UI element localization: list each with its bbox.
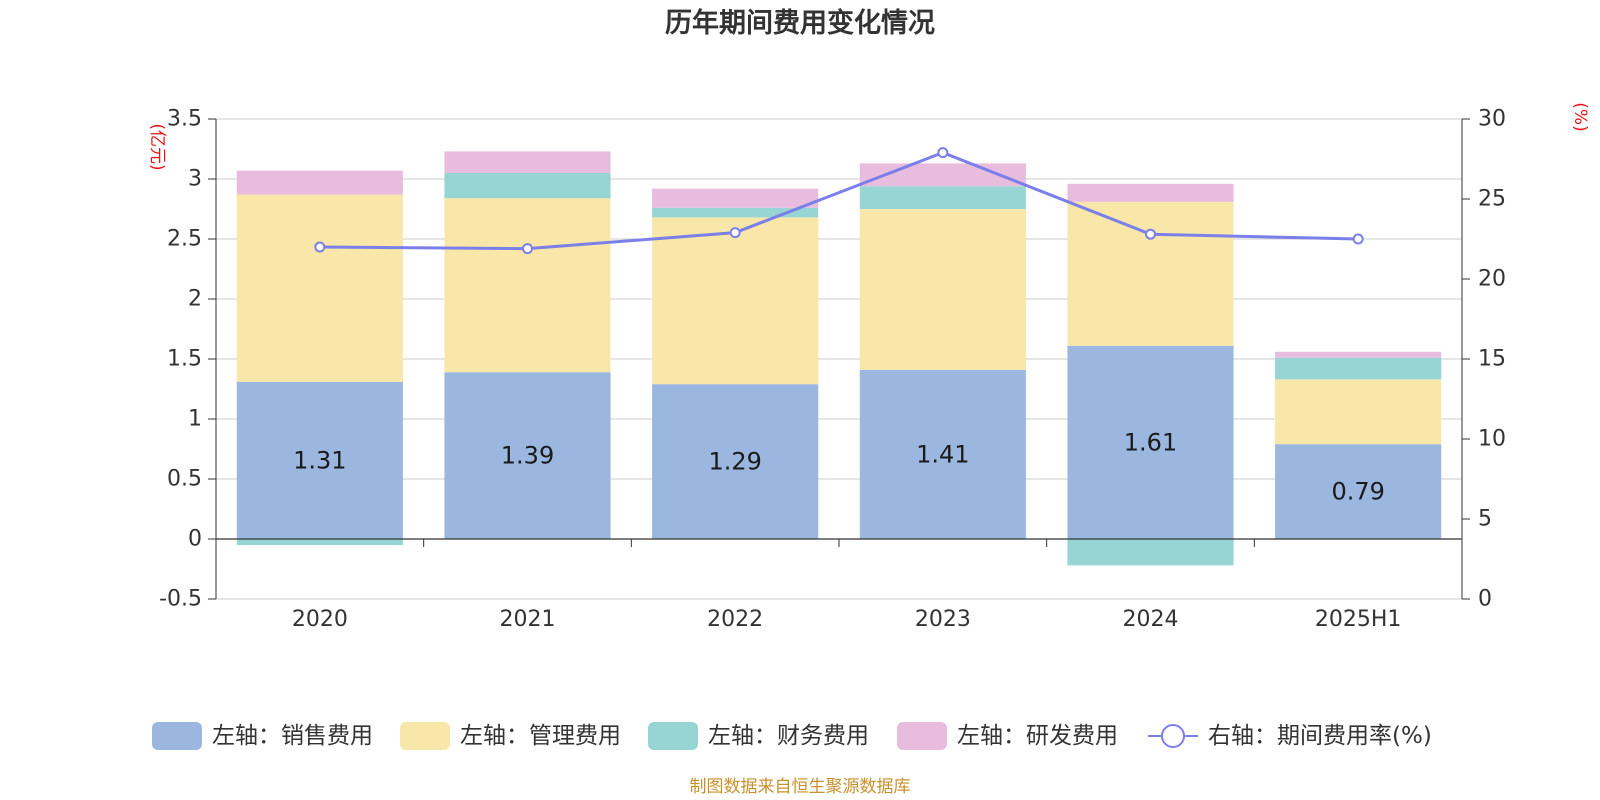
left-tick-label: 2.5 (167, 227, 202, 252)
category-label: 2025H1 (1315, 607, 1402, 632)
rate-line (319, 150, 1359, 251)
legend-label: 左轴：研发费用 (957, 723, 1118, 749)
legend-label: 左轴：销售费用 (212, 723, 373, 749)
rate-line-series (314, 147, 1364, 255)
axes: 3.5 3 2.5 2 1.5 1 0.5 0 -0.5 30 25 20 15 10 5 0 2020 2021… (159, 107, 1506, 633)
left-tick-label: 2 (188, 287, 202, 312)
bar-segment (1067, 201, 1234, 346)
left-tick-label: 1.5 (167, 347, 202, 372)
category-label: 2021 (500, 607, 556, 632)
bar-segment (236, 170, 403, 195)
data-source-note: 制图数据来自恒生聚源数据库 (690, 777, 911, 797)
legend-marker (1161, 724, 1185, 748)
legend-item: 右轴：期间费用率(%) (1148, 723, 1432, 749)
bar-segment (1067, 183, 1234, 202)
right-tick-label: 25 (1478, 187, 1506, 212)
bar-segment (859, 369, 1026, 539)
legend-swatch (152, 722, 202, 750)
bar-series (236, 151, 1442, 566)
category-label: 2020 (292, 607, 348, 632)
right-tick-label: 0 (1478, 587, 1492, 612)
left-tick-label: 1 (188, 407, 202, 432)
bar-segment (859, 186, 1026, 209)
right-tick-label: 5 (1478, 507, 1492, 532)
legend-swatch (897, 722, 947, 750)
bar-value-label: 1.61 (1124, 428, 1177, 456)
bar-segment (236, 381, 403, 539)
left-tick-label: 0.5 (167, 467, 202, 492)
rate-line-point (937, 147, 949, 159)
right-axis-unit: (%) (1570, 102, 1590, 131)
left-axis-unit: (亿元) (147, 123, 167, 170)
chart-title: 历年期间费用变化情况 (665, 7, 935, 39)
bar-segment (652, 384, 819, 539)
legend-swatch (648, 722, 698, 750)
bar-segment (444, 173, 611, 199)
category-label: 2023 (915, 607, 971, 632)
rate-line-point (1352, 233, 1364, 245)
legend-item: 左轴：研发费用 (897, 722, 1118, 750)
bar-value-label: 0.79 (1331, 478, 1384, 506)
bar-segment (444, 198, 611, 373)
right-tick-label: 15 (1478, 347, 1506, 372)
legend-item: 左轴：销售费用 (152, 722, 373, 750)
legend: 左轴：销售费用 左轴：管理费用 左轴：财务费用 左轴：研发费用 右轴：期间费用率(%) (152, 722, 1432, 750)
bar-value-label: 1.29 (708, 448, 761, 476)
left-tick-label: 3 (188, 167, 202, 192)
bar-value-label: 1.31 (293, 446, 346, 474)
category-label: 2022 (707, 607, 763, 632)
bar-value-label: 1.39 (501, 442, 554, 470)
bar-segment (444, 372, 611, 539)
rate-line-point (314, 241, 326, 253)
legend-item: 左轴：管理费用 (400, 722, 621, 750)
bar-segment (1275, 444, 1442, 539)
bar-value-label: 1.41 (916, 440, 969, 468)
category-label: 2024 (1123, 607, 1179, 632)
left-tick-label: -0.5 (159, 587, 202, 612)
legend-item: 左轴：财务费用 (648, 722, 869, 750)
rate-line-point (729, 227, 741, 239)
bar-segment (236, 194, 403, 382)
legend-swatch (400, 722, 450, 750)
bar-segment (1275, 351, 1442, 358)
grid-lines (216, 118, 1462, 600)
bar-segment (1067, 345, 1234, 539)
rate-line-point (1145, 228, 1156, 240)
rate-line-point (522, 243, 533, 255)
bar-segment (236, 539, 403, 545)
right-tick-label: 30 (1478, 107, 1506, 132)
bar-segment (1275, 379, 1442, 445)
right-tick-label: 10 (1478, 427, 1506, 452)
bar-segment (652, 217, 819, 385)
legend-label: 左轴：财务费用 (708, 723, 869, 749)
legend-label: 左轴：管理费用 (460, 723, 621, 749)
legend-label: 右轴：期间费用率(%) (1208, 723, 1432, 749)
left-tick-label: 3.5 (167, 107, 202, 132)
bar-segment (1067, 539, 1234, 566)
bar-segment (652, 188, 819, 208)
right-tick-label: 20 (1478, 267, 1506, 292)
bar-segment (444, 151, 611, 173)
bar-segment (1275, 357, 1442, 380)
bar-data-labels: 1.31 1.39 1.29 1.41 1.61 0.79 (293, 428, 1385, 505)
left-tick-label: 0 (188, 527, 202, 552)
bar-segment (859, 209, 1026, 370)
bar-segment (652, 207, 819, 218)
